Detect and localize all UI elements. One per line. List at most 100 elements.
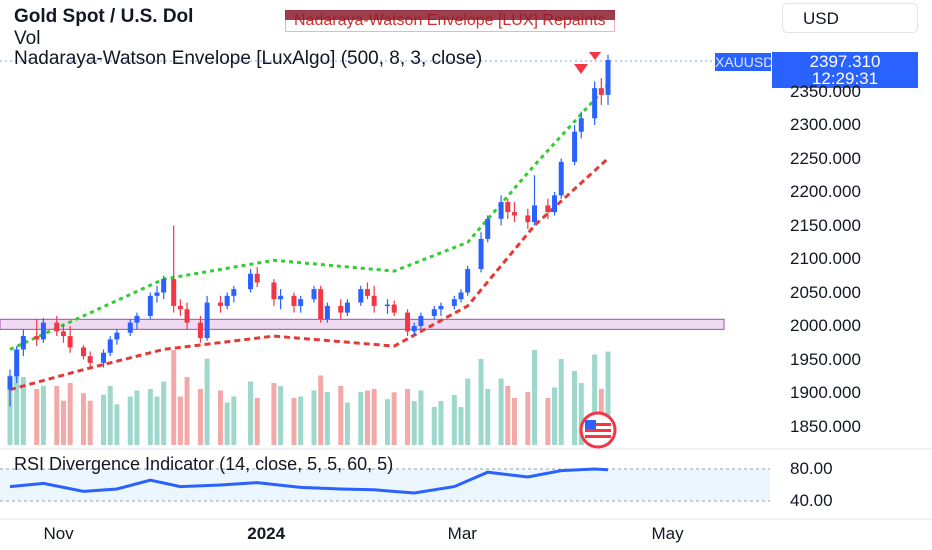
upper-envelope-line — [9, 83, 610, 351]
candle — [498, 195, 504, 226]
repaint-warning: Nadaraya-Watson Envelope [LUX] Repaints — [285, 10, 615, 32]
candle — [525, 208, 531, 229]
volume-bar — [107, 386, 113, 445]
time-tick-label: Mar — [447, 524, 477, 543]
candle — [14, 346, 20, 383]
nwe-legend[interactable]: Nadaraya-Watson Envelope [LuxAlgo] (500,… — [14, 48, 483, 69]
symbol-title[interactable]: Gold Spot / U.S. Dol — [14, 6, 194, 27]
candle — [545, 198, 551, 219]
volume-bar — [171, 350, 177, 445]
candle — [248, 269, 254, 293]
price-tick-label: 2200.000 — [790, 182, 861, 201]
candle — [338, 299, 344, 320]
candle — [478, 232, 484, 273]
candle — [34, 319, 40, 347]
volume-bar — [405, 389, 411, 445]
volume-bar — [87, 400, 93, 445]
volume-bar — [248, 381, 254, 445]
volume-bar — [20, 377, 26, 445]
candle — [184, 302, 190, 330]
candle — [298, 295, 304, 313]
candle — [358, 285, 364, 306]
candle — [605, 54, 611, 105]
candle — [465, 265, 471, 296]
lower-envelope-line — [9, 157, 610, 392]
volume-bar — [154, 396, 160, 445]
volume-bar — [7, 375, 13, 445]
volume-bar — [204, 358, 210, 445]
volume-legend[interactable]: Vol — [14, 28, 41, 49]
candle — [344, 299, 350, 316]
candle — [107, 336, 113, 357]
volume-bar — [391, 392, 397, 445]
candle — [578, 111, 584, 139]
candle — [87, 351, 93, 370]
candle — [40, 317, 46, 343]
volume-bar — [478, 359, 484, 445]
volume-bar — [67, 383, 73, 445]
candle — [324, 302, 330, 323]
volume-bar — [385, 399, 391, 445]
rsi-tick-label: 80.00 — [790, 459, 833, 478]
volume-bar — [324, 392, 330, 445]
candle — [532, 175, 538, 226]
volume-bar — [371, 389, 377, 445]
price-tick-label: 1950.000 — [790, 349, 861, 369]
volume-bar — [14, 369, 20, 445]
volume-bar — [40, 385, 46, 445]
volume-bar — [431, 407, 437, 445]
sell-signal-marker-top — [589, 52, 601, 60]
candle — [318, 285, 324, 323]
volume-bar — [505, 386, 511, 445]
volume-bar — [358, 392, 364, 445]
sell-signal-marker — [574, 64, 588, 74]
volume-bar — [197, 389, 203, 445]
volume-bar — [418, 390, 424, 445]
volume-bar — [525, 392, 531, 445]
candle — [224, 292, 230, 310]
candle — [271, 279, 277, 306]
volume-bar — [224, 402, 230, 445]
support-zone — [0, 318, 725, 330]
volume-bar — [114, 404, 120, 445]
price-tick-label: 2350.000 — [790, 81, 861, 101]
bar-countdown: 12:29:31 — [811, 69, 879, 88]
candle — [485, 215, 491, 243]
price-tick-label: 2250.000 — [790, 148, 861, 168]
candle — [134, 312, 140, 330]
volume-bar — [592, 354, 598, 445]
volume-bar — [254, 398, 260, 445]
price-tick-label: 2050.000 — [790, 282, 861, 302]
volume-bar — [344, 402, 350, 445]
candle — [231, 285, 237, 303]
candle — [558, 158, 564, 199]
candle — [364, 282, 370, 300]
candles — [7, 54, 611, 407]
volume-bar — [485, 389, 491, 445]
rsi-legend[interactable]: RSI Divergence Indicator (14, close, 5, … — [14, 454, 394, 474]
candle — [371, 285, 377, 313]
candle — [552, 192, 558, 216]
volume-bar — [458, 407, 464, 445]
candle — [197, 315, 203, 343]
envelope-lines — [9, 83, 610, 392]
candle — [171, 225, 177, 313]
volume-bar — [498, 378, 504, 445]
volume-bar — [231, 396, 237, 445]
volume-bar — [411, 401, 417, 445]
volume-bar — [34, 389, 40, 445]
candle — [154, 285, 160, 303]
candle — [592, 81, 598, 125]
candle — [80, 344, 86, 360]
candle — [411, 322, 417, 337]
volume-bar — [177, 396, 183, 445]
candle — [20, 329, 26, 357]
candle — [254, 267, 260, 288]
candle — [451, 295, 457, 310]
currency-selector[interactable]: USD — [782, 3, 918, 33]
volume-bar — [161, 381, 167, 445]
candle — [101, 349, 107, 368]
candle — [127, 319, 133, 337]
candle — [438, 302, 444, 316]
candle — [418, 312, 424, 330]
